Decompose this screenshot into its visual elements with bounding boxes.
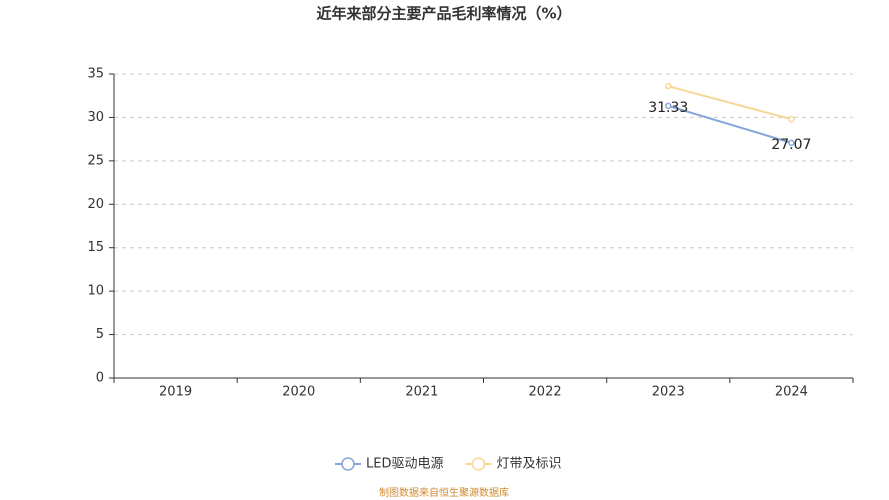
chart-title: 近年来部分主要产品毛利率情况（%）: [316, 5, 571, 23]
data-label: 27.07: [771, 137, 811, 153]
x-tick-label: 2023: [652, 385, 685, 400]
y-tick-label: 5: [96, 327, 104, 342]
x-tick-label: 2019: [159, 385, 192, 400]
x-tick-label: 2024: [775, 385, 808, 400]
legend-label: LED驱动电源: [366, 457, 443, 472]
legend-marker: [341, 457, 355, 471]
y-tick-label: 25: [87, 153, 104, 168]
y-tick-label: 30: [87, 110, 104, 125]
series-line: [667, 104, 792, 144]
y-tick-label: 10: [87, 284, 104, 299]
y-tick-label: 20: [87, 197, 104, 212]
point: [788, 115, 795, 123]
y-tick-label: 15: [87, 240, 104, 255]
legend-marker: [471, 457, 486, 471]
legend-label: 灯带及标识: [496, 457, 561, 472]
x-tick-label: 2020: [282, 385, 315, 400]
series-line: [667, 85, 792, 121]
x-tick-label: 2021: [405, 385, 438, 400]
x-tick-label: 2022: [529, 385, 562, 400]
y-tick-label: 0: [96, 371, 104, 386]
point: [665, 102, 672, 110]
point: [665, 82, 672, 90]
source-note: 制图数据来自恒生聚源数据库: [379, 486, 509, 499]
y-tick-label: 35: [87, 67, 104, 82]
data-label: 31.33: [648, 100, 688, 116]
point: [788, 139, 795, 147]
